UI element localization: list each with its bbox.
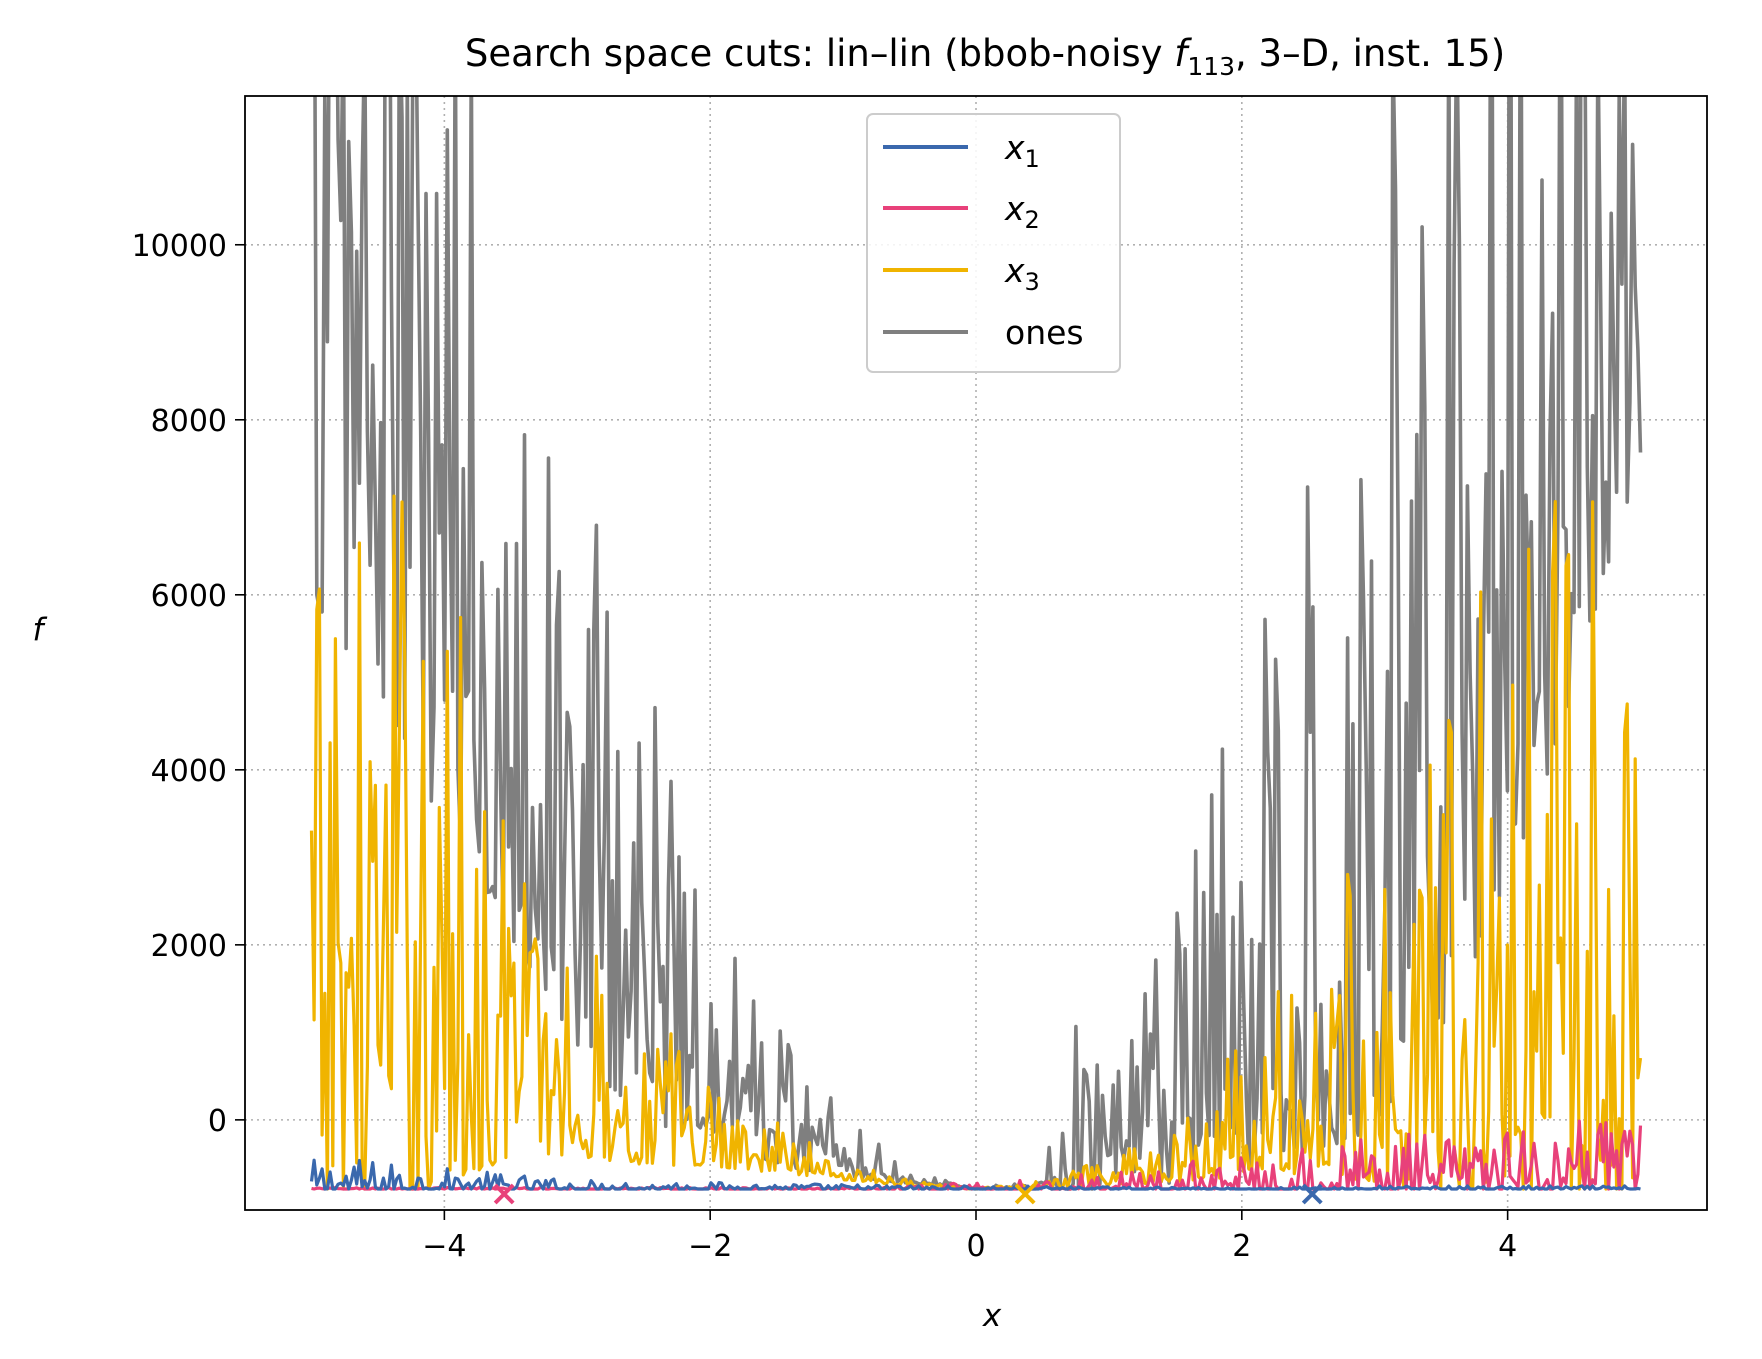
- x-tick-label: 4: [1498, 1229, 1517, 1264]
- x-axis-label: x: [982, 1298, 1002, 1334]
- legend-label-x2: x2: [1004, 189, 1040, 234]
- x-tick-label: 0: [966, 1229, 985, 1264]
- chart-title: Search space cuts: lin–lin (bbob-noisy f…: [465, 32, 1505, 81]
- y-tick-label: 2000: [151, 929, 227, 964]
- optimum-marker-x3: [1014, 1183, 1036, 1205]
- legend-label-x1: x1: [1004, 128, 1040, 173]
- optimum-marker-x1: [1301, 1183, 1323, 1205]
- legend-box: [866, 113, 1121, 373]
- x-tick-label: 2: [1232, 1229, 1251, 1264]
- legend: x1 x2 x3 ones: [866, 113, 1121, 373]
- legend-label-x3: x3: [1004, 251, 1040, 296]
- y-tick-label: 6000: [151, 579, 227, 614]
- y-tick-label: 4000: [151, 754, 227, 789]
- series-group: [309, 96, 1643, 1191]
- y-tick-label: 0: [208, 1104, 227, 1139]
- y-tick-label: 8000: [151, 404, 227, 439]
- x-tick-label: −4: [422, 1229, 466, 1264]
- optimum-marker-x2: [493, 1183, 515, 1205]
- series-line-x1: [309, 1158, 1641, 1191]
- y-tick-label: 10000: [132, 229, 227, 264]
- x-tick-label: −2: [688, 1229, 732, 1264]
- legend-label-ones: ones: [1005, 313, 1084, 352]
- axis-ticks: −4 −2 0 2 4 0 2000 4000 6000 8000 10000: [132, 229, 1518, 1264]
- optimum-markers: [493, 1183, 1323, 1205]
